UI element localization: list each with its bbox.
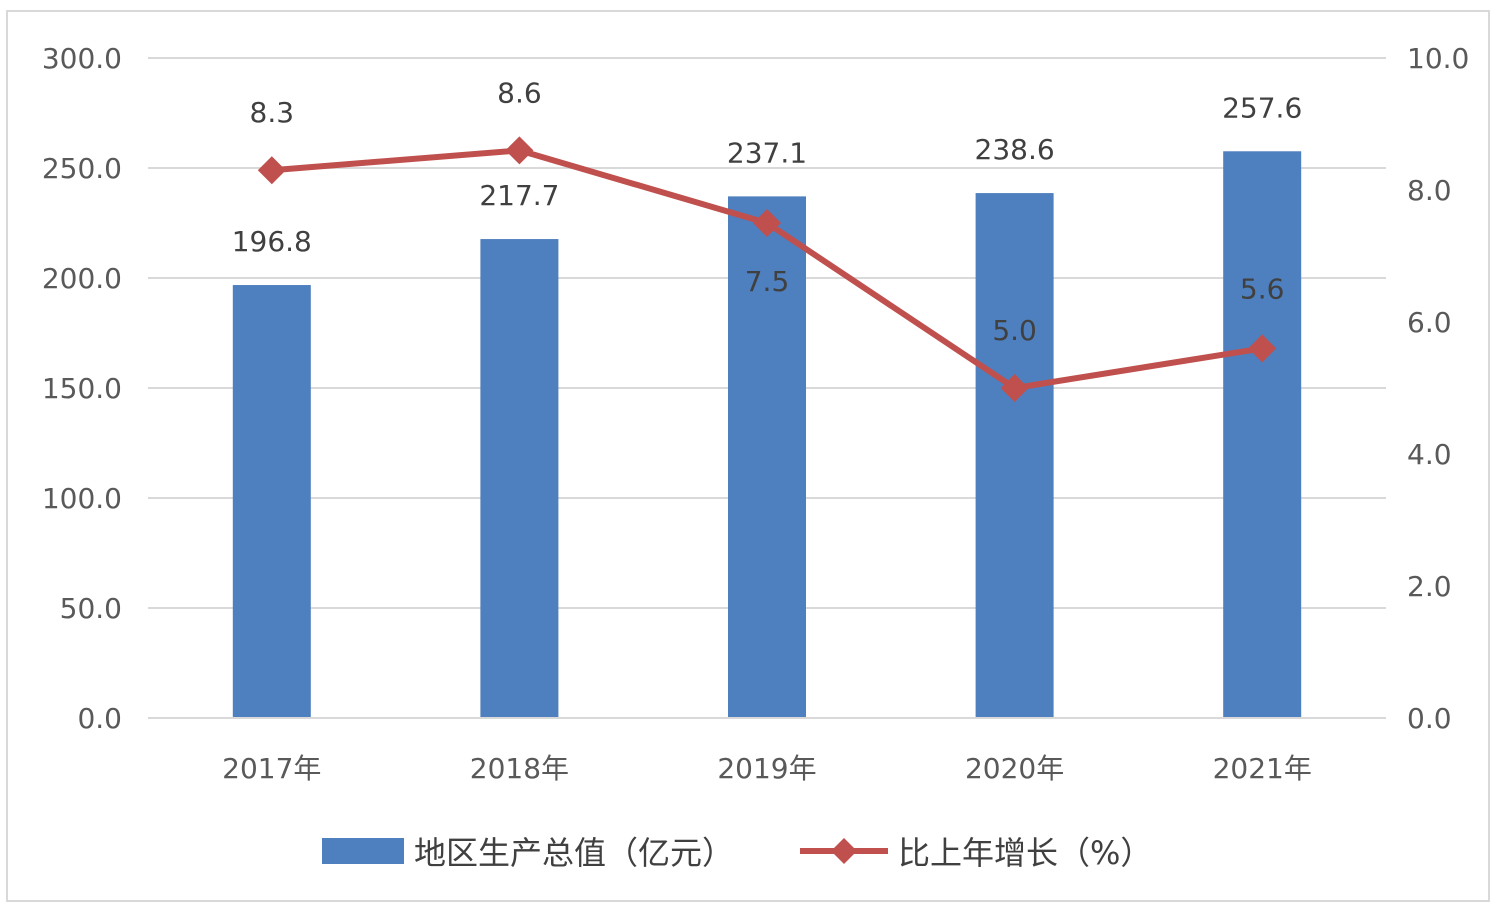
line-data-label: 8.6 — [497, 76, 542, 109]
right-tick-label: 0.0 — [1407, 702, 1452, 735]
bar — [232, 285, 311, 718]
right-axis: 0.0 2.0 4.0 6.0 8.0 10.0 — [1407, 42, 1469, 735]
left-tick-label: 200.0 — [42, 262, 122, 295]
right-tick-label: 8.0 — [1407, 174, 1452, 207]
bar — [975, 193, 1054, 718]
left-tick-label: 250.0 — [42, 152, 122, 185]
left-axis: 0.0 50.0 100.0 150.0 200.0 250.0 300.0 — [42, 42, 122, 735]
bar-data-label: 238.6 — [975, 133, 1055, 166]
line-data-label: 8.3 — [250, 96, 295, 129]
x-tick-label: 2017年 — [222, 752, 321, 785]
x-tick-label: 2018年 — [470, 752, 569, 785]
bar-data-label: 257.6 — [1222, 91, 1302, 124]
left-tick-label: 100.0 — [42, 482, 122, 515]
right-tick-label: 4.0 — [1407, 438, 1452, 471]
right-tick-label: 2.0 — [1407, 570, 1452, 603]
bar — [480, 239, 559, 718]
line-data-label: 5.0 — [992, 314, 1037, 347]
legend-line-marker — [831, 838, 857, 864]
bar-data-label: 196.8 — [232, 225, 312, 258]
line-data-label: 5.6 — [1240, 272, 1285, 305]
bar-data-label: 217.7 — [479, 179, 559, 212]
bar — [728, 196, 806, 718]
legend-line-label: 比上年增长（%） — [898, 834, 1152, 872]
left-tick-label: 0.0 — [77, 702, 122, 735]
x-tick-label: 2020年 — [965, 752, 1064, 785]
growth-marker — [753, 209, 781, 237]
legend-bar-label: 地区生产总值（亿元） — [414, 834, 734, 872]
x-tick-label: 2019年 — [717, 752, 816, 785]
legend-bar-swatch — [322, 838, 404, 864]
growth-marker — [505, 136, 534, 165]
left-tick-label: 50.0 — [60, 592, 122, 625]
growth-marker — [1000, 374, 1029, 402]
right-tick-label: 6.0 — [1407, 306, 1452, 339]
x-tick-label: 2021年 — [1213, 752, 1312, 785]
growth-marker — [1248, 334, 1277, 363]
legend: 地区生产总值（亿元） 比上年增长（%） — [322, 834, 1152, 872]
left-tick-label: 300.0 — [42, 42, 122, 75]
left-tick-label: 150.0 — [42, 372, 122, 405]
bar-series: 196.8 217.7 237.1 238.6 257.6 — [232, 91, 1302, 718]
line-series: 8.3 8.6 7.5 5.0 5.6 — [250, 76, 1285, 402]
growth-marker — [257, 156, 286, 185]
bar — [1223, 151, 1302, 718]
x-axis: 2017年 2018年 2019年 2020年 2021年 — [148, 717, 1386, 785]
line-data-label: 7.5 — [745, 265, 790, 298]
right-tick-label: 10.0 — [1407, 42, 1469, 75]
bar-data-label: 237.1 — [727, 136, 807, 169]
